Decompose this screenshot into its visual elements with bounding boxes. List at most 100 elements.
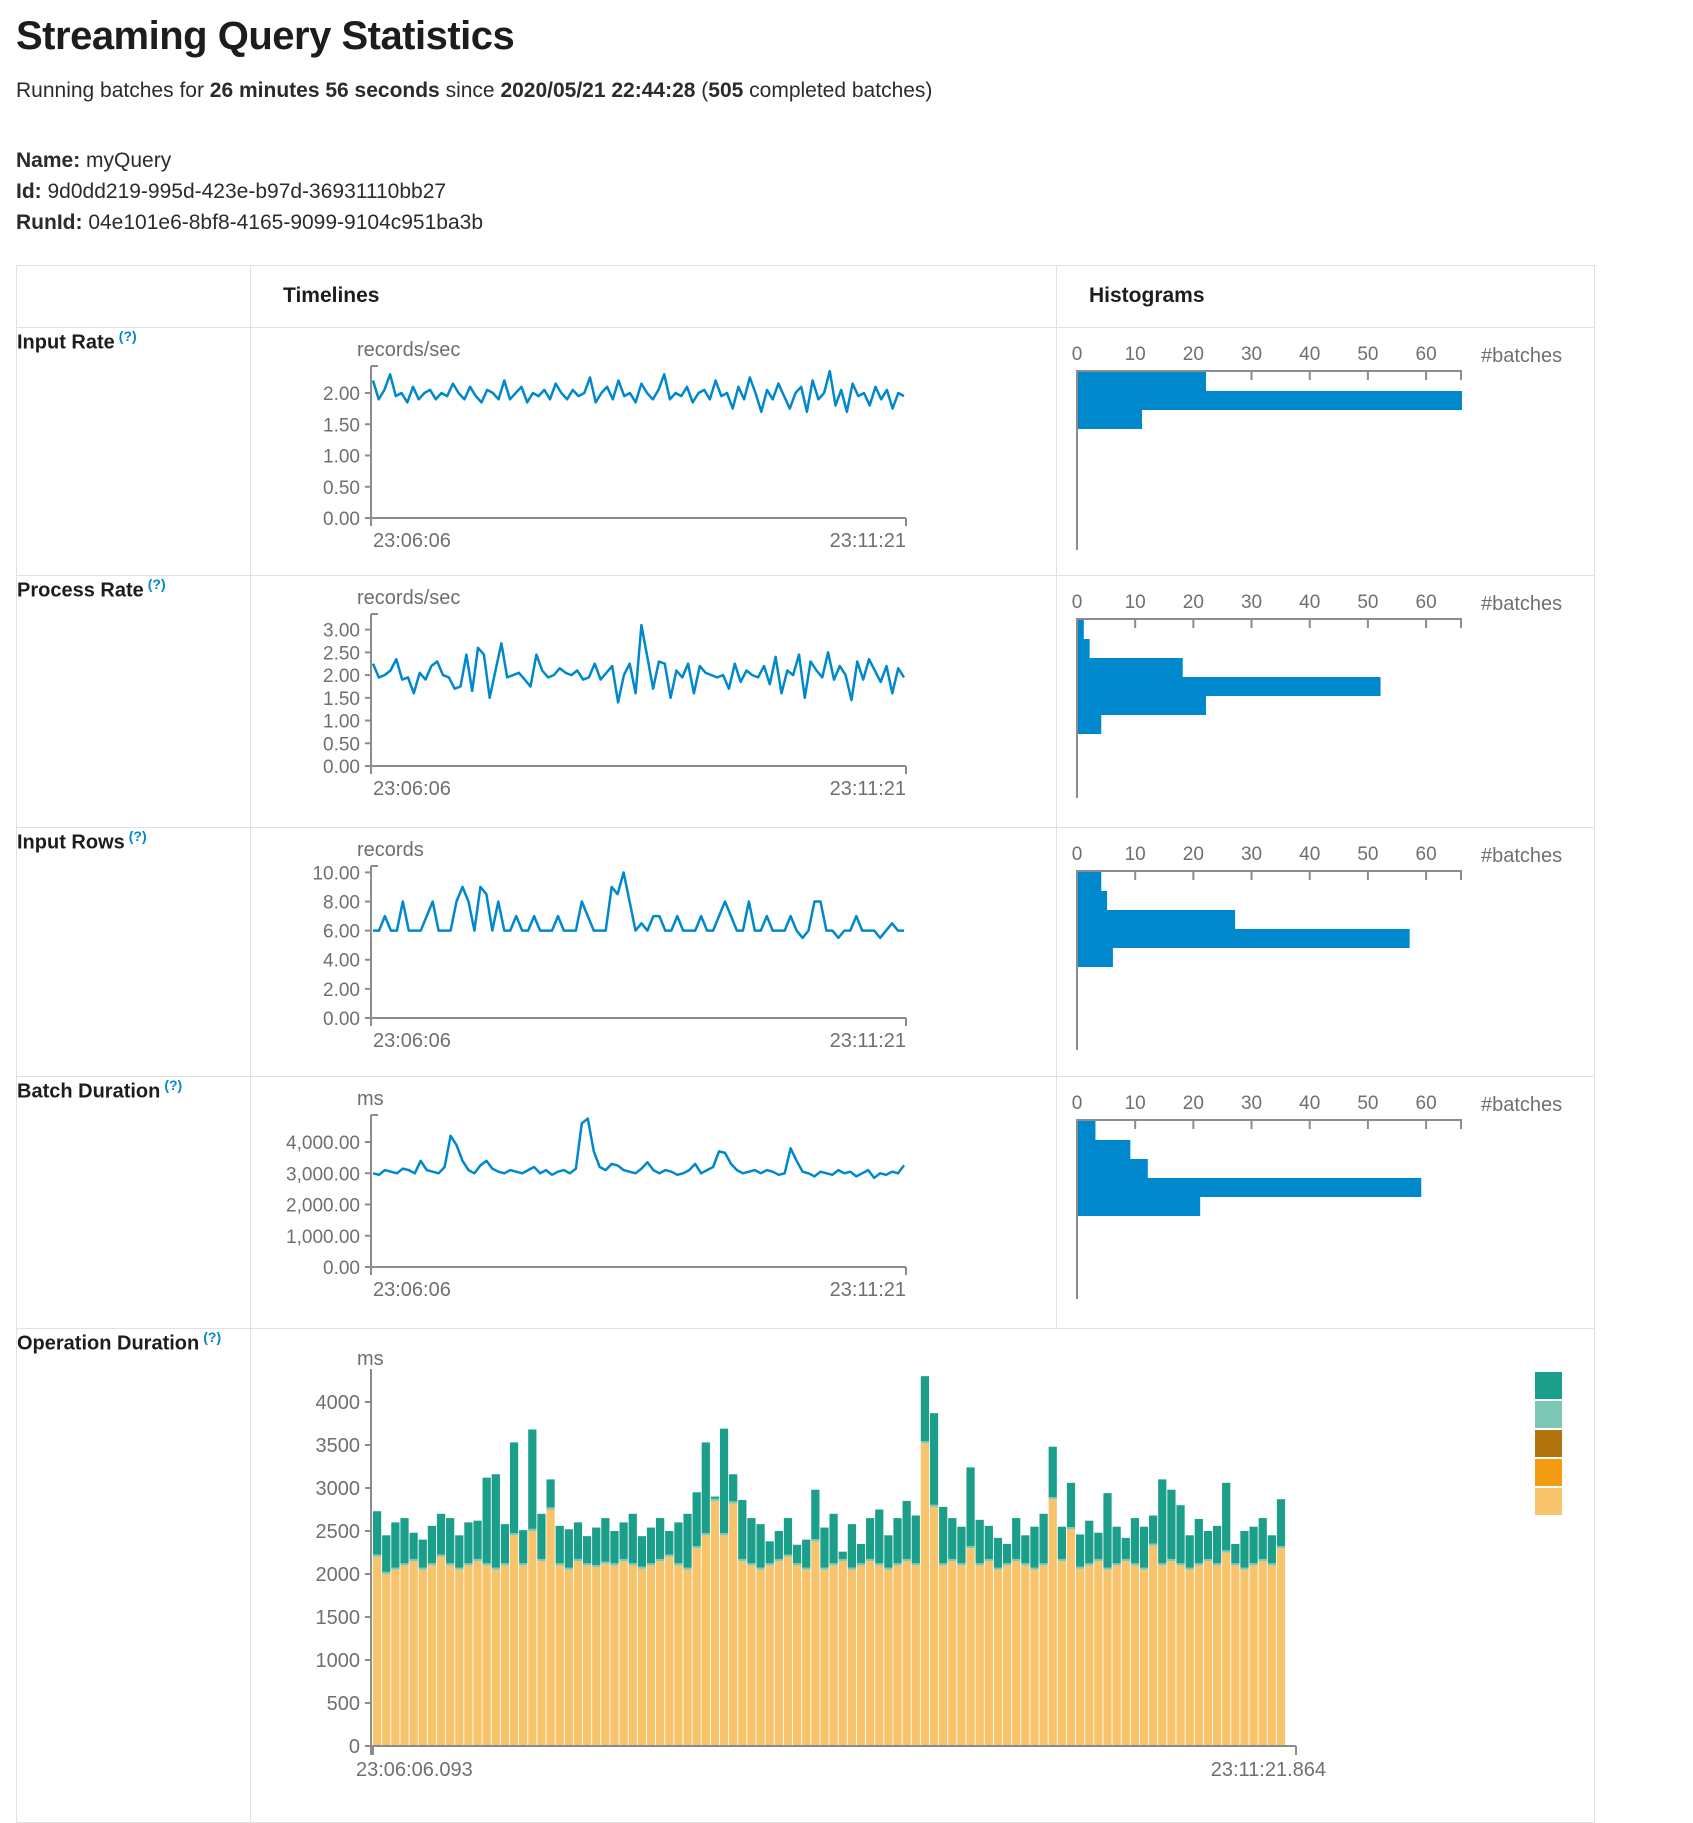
table-row: Process Rate (?) records/sec 0.00 0.50 1.00 1… [16,575,1595,828]
row-label: Process Rate [17,579,144,602]
input-rows-timeline-chart: records 0.00 2.00 4.00 6.00 8.00 10.00 23:06:06… [251,828,1056,1060]
svg-text:23:06:06: 23:06:06 [373,1279,451,1301]
svg-text:0: 0 [1072,844,1083,865]
row-label: Input Rows [17,831,125,854]
status-start-time: 2020/05/21 22:44:28 [500,79,696,102]
query-name-value: myQuery [80,149,172,172]
status-duration: 26 minutes 56 seconds [209,79,440,102]
svg-text:2500: 2500 [316,1521,361,1543]
status-prefix: Running batches for [16,79,210,102]
input-rows-label-cell: Input Rows (?) [16,827,251,1077]
svg-text:records/sec: records/sec [357,339,460,361]
batch-duration-label-cell: Batch Duration (?) [16,1076,251,1329]
svg-text:8.00: 8.00 [323,892,360,913]
svg-text:500: 500 [327,1693,360,1715]
svg-text:30: 30 [1241,344,1262,365]
histograms-header: Histograms [1056,265,1595,328]
row-label: Input Rate [17,331,115,354]
svg-text:1500: 1500 [316,1607,361,1629]
svg-text:1.50: 1.50 [323,415,360,436]
legend-swatch [1535,1488,1562,1515]
svg-text:60: 60 [1416,592,1437,613]
svg-text:3500: 3500 [316,1435,361,1457]
page-title: Streaming Query Statistics [16,14,515,58]
status-suffix: completed batches) [743,79,933,102]
svg-text:0: 0 [1072,344,1083,365]
query-meta: Name: myQuery Id: 9d0dd219-995d-423e-b97… [16,145,1693,238]
table-row: Batch Duration (?) ms 0.00 1,000.00 2,000.00… [16,1076,1595,1329]
operation-duration-help-icon[interactable]: (?) [203,1329,222,1345]
svg-text:10: 10 [1125,844,1146,865]
svg-text:40: 40 [1299,592,1320,613]
empty-header-cell [16,265,251,328]
svg-text:2000: 2000 [316,1564,361,1586]
row-label: Operation Duration [17,1332,200,1355]
svg-text:3.00: 3.00 [323,621,360,642]
svg-text:23:11:21.864: 23:11:21.864 [1211,1759,1326,1781]
svg-text:1000: 1000 [316,1650,361,1672]
query-runid-line: RunId: 04e101e6-8bf8-4165-9099-9104c951b… [16,207,1693,238]
batch-duration-help-icon[interactable]: (?) [164,1077,183,1093]
svg-text:0: 0 [349,1736,360,1758]
svg-text:60: 60 [1416,844,1437,865]
svg-text:3,000.00: 3,000.00 [286,1164,360,1185]
input-rate-label-cell: Input Rate (?) [16,327,251,576]
query-runid-label: RunId: [16,211,83,234]
query-id-label: Id: [16,180,42,203]
input-rows-histogram-chart: #batches 0 10 20 30 40 50 60 [1057,828,1594,1060]
input-rows-help-icon[interactable]: (?) [128,828,147,844]
query-name-label: Name: [16,149,81,172]
svg-text:1.50: 1.50 [323,689,360,710]
svg-text:0.00: 0.00 [323,1009,360,1030]
svg-text:0.50: 0.50 [323,478,360,499]
svg-text:0.00: 0.00 [323,509,360,530]
svg-text:30: 30 [1241,1093,1262,1114]
batch-duration-histogram-chart: #batches 0 10 20 30 40 50 60 [1057,1077,1594,1309]
legend-swatch [1535,1430,1562,1457]
svg-text:23:11:21: 23:11:21 [830,530,906,552]
svg-text:0.50: 0.50 [323,734,360,755]
table-row: Operation Duration (?) ms 0 500 1000 1500 2000… [16,1328,1595,1823]
svg-text:50: 50 [1357,844,1378,865]
svg-text:20: 20 [1183,1093,1204,1114]
operation-duration-label-cell: Operation Duration (?) [16,1328,251,1823]
svg-text:1,000.00: 1,000.00 [286,1227,360,1248]
svg-text:ms: ms [357,1088,384,1110]
svg-text:0: 0 [1072,1093,1083,1114]
status-line: Running batches for 26 minutes 56 second… [16,79,1693,103]
svg-text:2.00: 2.00 [323,666,360,687]
table-header-row: Timelines Histograms [16,265,1595,328]
svg-text:30: 30 [1241,844,1262,865]
svg-text:50: 50 [1357,592,1378,613]
svg-text:10: 10 [1125,1093,1146,1114]
svg-text:30: 30 [1241,592,1262,613]
svg-text:60: 60 [1416,1093,1437,1114]
svg-text:23:06:06.093: 23:06:06.093 [356,1759,473,1781]
status-middle: since [439,79,501,102]
svg-text:40: 40 [1299,1093,1320,1114]
process-rate-histogram-chart: #batches 0 10 20 30 40 50 60 [1057,576,1594,808]
svg-text:40: 40 [1299,344,1320,365]
svg-text:60: 60 [1416,344,1437,365]
svg-text:10.00: 10.00 [312,863,360,884]
svg-text:1.00: 1.00 [323,447,360,468]
svg-text:2,000.00: 2,000.00 [286,1196,360,1217]
svg-text:50: 50 [1357,344,1378,365]
status-open-paren: ( [695,79,709,102]
input-rate-timeline-chart: records/sec 0.00 0.50 1.00 1.50 2.00 23:06:06 2… [251,328,1056,560]
svg-text:23:06:06: 23:06:06 [373,778,451,800]
query-name-line: Name: myQuery [16,145,1693,176]
table-row: Input Rate (?) records/sec 0.00 0.50 1.00 1.5… [16,327,1595,576]
legend-swatch [1535,1401,1562,1428]
batch-duration-timeline-chart: ms 0.00 1,000.00 2,000.00 3,000.00 4,000.00 23… [251,1077,1056,1309]
svg-text:#batches: #batches [1481,593,1562,615]
svg-text:40: 40 [1299,844,1320,865]
svg-text:0: 0 [1072,592,1083,613]
input-rate-help-icon[interactable]: (?) [118,328,137,344]
svg-text:#batches: #batches [1481,1094,1562,1116]
svg-text:23:11:21: 23:11:21 [830,1030,906,1052]
process-rate-help-icon[interactable]: (?) [147,576,166,592]
svg-text:records: records [357,839,424,861]
statistics-table: Timelines Histograms Input Rate (?) recor… [16,265,1595,1823]
svg-text:#batches: #batches [1481,345,1562,367]
